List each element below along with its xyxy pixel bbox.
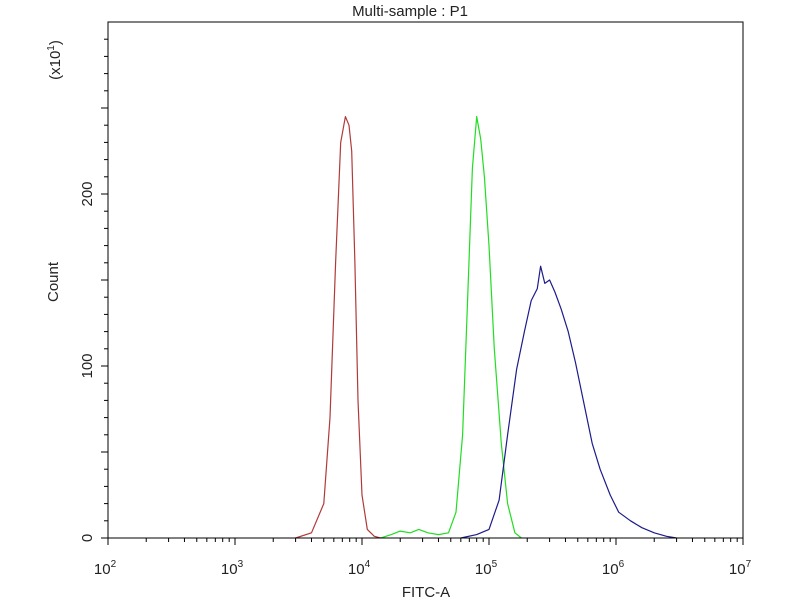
x-tick-exponent: 3 [238, 559, 244, 570]
y-multiplier-exponent: 1 [46, 45, 57, 51]
chart-title: Multi-sample : P1 [352, 3, 468, 20]
x-tick-exponent: 5 [492, 559, 498, 570]
x-axis: 102 103 104 105 106 107 [94, 538, 752, 578]
series-layer [295, 115, 677, 539]
y-multiplier-label: (x101) [46, 40, 64, 80]
x-axis-label: FITC-A [402, 584, 450, 600]
x-tick-base: 10 [221, 561, 238, 578]
y-axis-label: Count [45, 261, 62, 302]
x-tick-label: 103 [221, 559, 244, 578]
y-tick-label: 0 [79, 534, 96, 542]
y-tick-label: 200 [79, 181, 96, 206]
x-tick-label: 104 [348, 559, 371, 578]
series-line-2 [380, 115, 522, 539]
x-tick-exponent: 6 [619, 559, 625, 570]
y-multiplier-suffix: ) [47, 40, 64, 45]
x-tick-exponent: 4 [365, 559, 371, 570]
x-tick-base: 10 [475, 561, 492, 578]
y-multiplier-prefix: (x10 [47, 51, 64, 80]
x-tick-label: 107 [729, 559, 752, 578]
y-tick-label: 100 [79, 353, 96, 378]
y-axis: 0 100 200 [79, 38, 108, 542]
x-tick-label: 102 [94, 559, 117, 578]
x-tick-base: 10 [602, 561, 619, 578]
series-line-3 [460, 265, 677, 539]
x-tick-base: 10 [348, 561, 365, 578]
x-tick-base: 10 [94, 561, 111, 578]
series-line-1 [295, 115, 381, 539]
plot-frame [107, 21, 744, 539]
x-tick-label: 106 [602, 559, 625, 578]
x-tick-exponent: 7 [746, 559, 752, 570]
x-tick-base: 10 [729, 561, 746, 578]
x-tick-label: 105 [475, 559, 498, 578]
x-tick-exponent: 2 [111, 559, 117, 570]
